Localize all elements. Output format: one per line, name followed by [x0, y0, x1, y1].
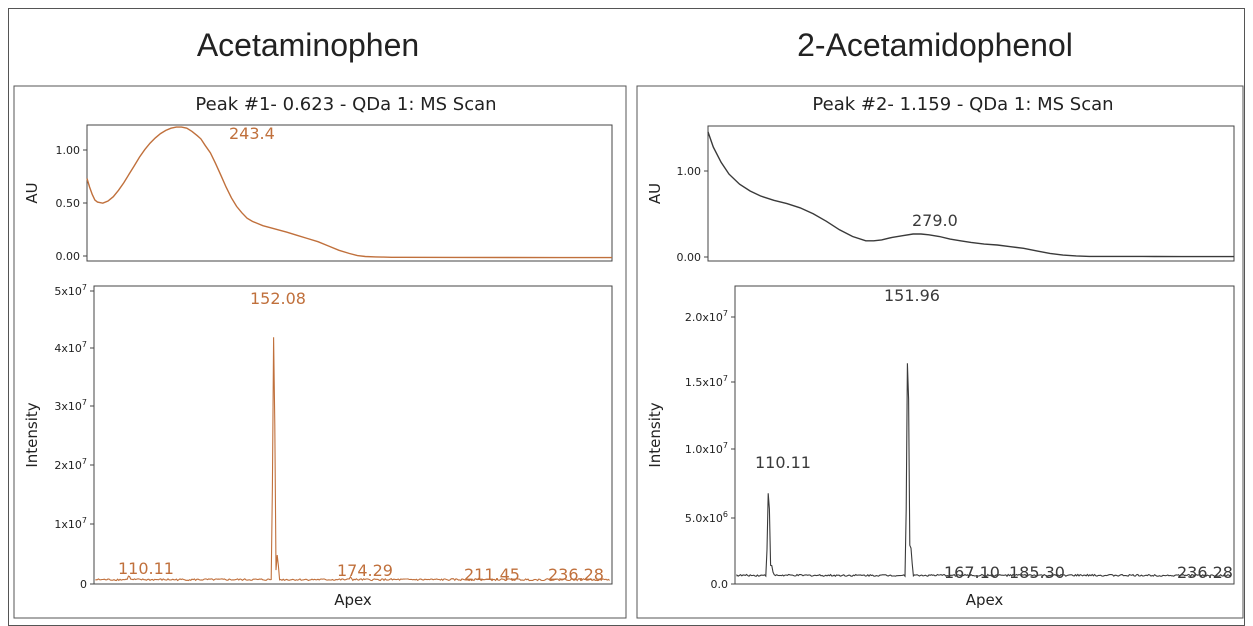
uv-spectrum-line: [86, 126, 612, 259]
ms-peak-label: 110.11: [755, 453, 811, 472]
ms-peak-label: 110.11: [118, 559, 174, 578]
ms-peak-label: 167.10: [944, 563, 1000, 582]
ms-peak-label: 211.45: [464, 565, 520, 584]
plot-area: [86, 124, 613, 262]
x-axis-label: Apex: [966, 591, 1004, 609]
y-tick-label: 2x107: [54, 457, 87, 472]
uv-spectrum-line: [707, 131, 1234, 258]
y-tick-label: 4x107: [54, 340, 87, 355]
x-axis-label: Apex: [334, 591, 372, 609]
y-axis-label: Intensity: [23, 402, 41, 467]
ms-peak-label: 152.08: [250, 289, 306, 308]
ms-spectrum-trace: [736, 363, 1232, 578]
panel-frame-right: [636, 85, 1244, 619]
y-tick-label: 0.0: [711, 578, 729, 591]
plot-area: [734, 285, 1235, 585]
y-tick-label: 0.50: [56, 197, 81, 210]
plot-area: [707, 125, 1235, 262]
charts-layer: 0.00 0.50 1.00 AU 243.4 0 1x107 2x107 3x107 4x107…: [23, 124, 1235, 609]
y-tick-label: 1.0x107: [685, 441, 728, 456]
panel-frame-left: [13, 85, 627, 619]
ms-peak-label: 236.28: [1177, 563, 1233, 582]
y-tick-label: 0.00: [56, 250, 81, 263]
compound-title-2-acetamidophenol: 2-Acetamidophenol: [797, 27, 1073, 63]
uv-peak-label: 243.4: [229, 124, 275, 143]
y-tick-label: 1x107: [54, 516, 87, 531]
y-tick-label: 1.00: [56, 144, 81, 157]
compound-title-acetaminophen: Acetaminophen: [197, 27, 419, 63]
y-tick-label: 1.5x107: [685, 374, 728, 389]
y-tick-label: 0.00: [677, 251, 702, 264]
uv-peak-label: 279.0: [912, 211, 958, 230]
chart-ms-spectrum-3: 0.0 5.0x106 1.0x107 1.5x107 2.0x107 Intensity…: [646, 285, 1235, 609]
y-tick-label: 5x107: [54, 283, 87, 298]
y-axis-label: AU: [646, 183, 664, 204]
y-axis-label: Intensity: [646, 402, 664, 467]
ms-peak-label: 151.96: [884, 286, 940, 305]
y-tick-label: 0: [80, 578, 87, 591]
y-tick-label: 5.0x106: [685, 510, 728, 525]
ms-peak-label: 236.28: [548, 565, 604, 584]
chart-uv-spectrum-0: 0.00 0.50 1.00 AU 243.4: [23, 124, 613, 263]
plot-area: [93, 285, 613, 585]
ms-peak-label: 185.30: [1009, 563, 1065, 582]
ms-peak-label: 174.29: [337, 561, 393, 580]
ms-spectrum-trace: [95, 337, 610, 582]
y-tick-label: 2.0x107: [685, 309, 728, 324]
y-tick-label: 3x107: [54, 398, 87, 413]
y-axis-label: AU: [23, 182, 41, 203]
panel-subtitle-right: Peak #2- 1.159 - QDa 1: MS Scan: [812, 94, 1113, 115]
chart-ms-spectrum-1: 0 1x107 2x107 3x107 4x107 5x107 Intensity Apex 1…: [23, 283, 613, 609]
y-tick-label: 1.00: [677, 165, 702, 178]
chart-uv-spectrum-2: 0.00 1.00 AU 279.0: [646, 125, 1235, 264]
panel-subtitle-left: Peak #1- 0.623 - QDa 1: MS Scan: [195, 94, 496, 115]
